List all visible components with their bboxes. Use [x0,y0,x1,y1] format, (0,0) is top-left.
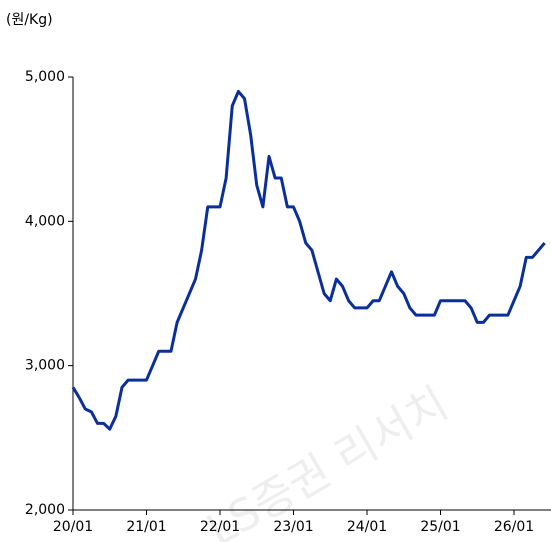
x-tick-label: 23/01 [273,519,313,535]
line [71,89,546,431]
y-tick-label: 2,000 [25,502,65,518]
x-tick-label: 24/01 [347,519,387,535]
x-tick-label: 25/01 [420,519,460,535]
watermark: LS증권 리서치 [199,378,457,542]
y-tick-label: 3,000 [25,358,65,374]
x-tick-label: 21/01 [126,519,166,535]
x-tick-label: 20/01 [53,519,93,535]
y-tick-label: 5,000 [25,69,65,85]
x-tick-label: 22/01 [200,519,240,535]
y-axis-label: (원/Kg) [6,12,53,28]
y-tick-label: 4,000 [25,213,65,229]
x-tick-label: 26/01 [494,519,534,535]
